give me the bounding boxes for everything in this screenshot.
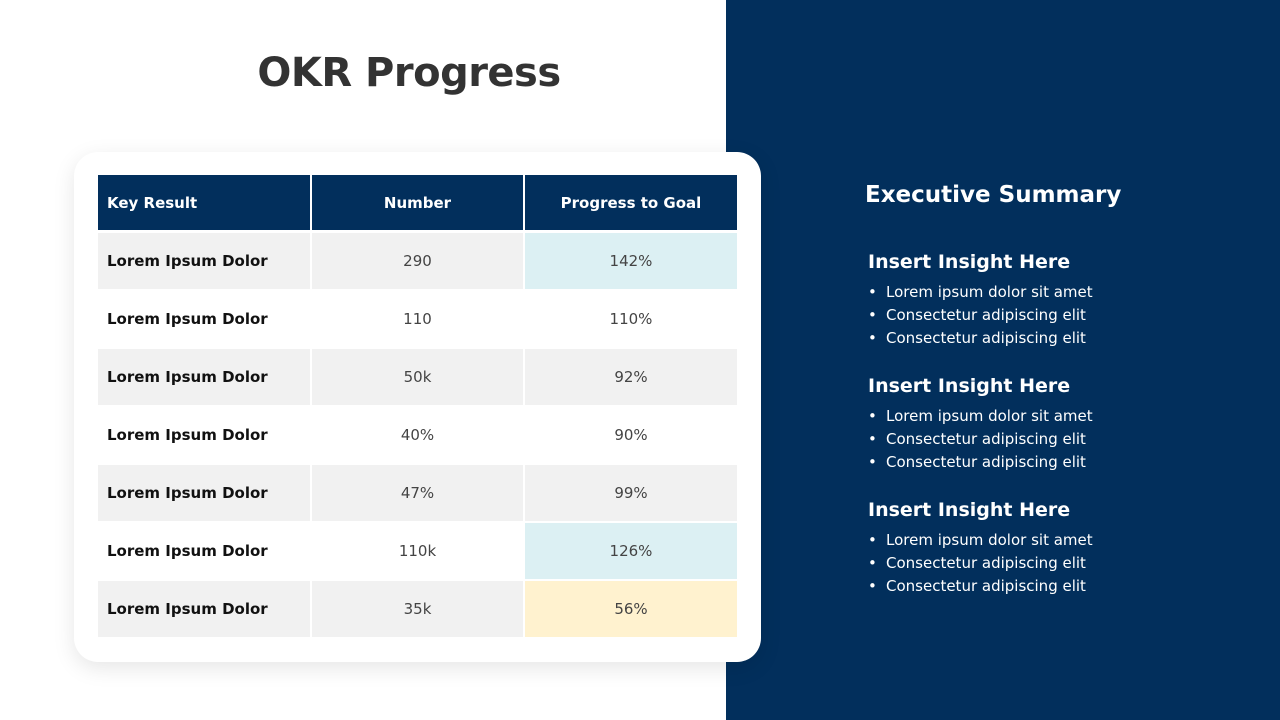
- bullet-icon: •: [868, 554, 877, 572]
- insight-bullet: • Consectetur adipiscing elit: [868, 304, 1248, 327]
- insight-bullet: • Lorem ipsum dolor sit amet: [868, 405, 1248, 428]
- header-progress-to-goal: Progress to Goal: [524, 175, 737, 233]
- number-cell: 110: [311, 290, 525, 349]
- table-row: Lorem Ipsum Dolor 35k 56%: [98, 580, 737, 639]
- bullet-icon: •: [868, 531, 877, 549]
- insight-bullet: • Consectetur adipiscing elit: [868, 575, 1248, 598]
- progress-cell: 126%: [524, 522, 737, 581]
- bullet-icon: •: [868, 306, 877, 324]
- table-header-row: Key Result Number Progress to Goal: [98, 175, 737, 233]
- insight-heading: Insert Insight Here: [868, 375, 1071, 397]
- header-key-result: Key Result: [98, 175, 312, 233]
- number-cell: 110k: [311, 522, 525, 581]
- progress-cell: 90%: [524, 406, 737, 465]
- insight-block: Insert Insight Here • Lorem ipsum dolor s…: [868, 251, 1248, 350]
- key-result-cell: Lorem Ipsum Dolor: [98, 231, 312, 291]
- key-result-cell: Lorem Ipsum Dolor: [98, 290, 312, 349]
- insight-bullet: • Consectetur adipiscing elit: [868, 552, 1248, 575]
- table-row: Lorem Ipsum Dolor 47% 99%: [98, 464, 737, 523]
- insight-bullet: • Consectetur adipiscing elit: [868, 327, 1248, 350]
- insight-bullet-list: • Lorem ipsum dolor sit amet • Consectetur…: [868, 281, 1248, 350]
- insight-bullet-text: Consectetur adipiscing elit: [886, 430, 1086, 448]
- key-result-cell: Lorem Ipsum Dolor: [98, 406, 312, 465]
- insight-bullet: • Consectetur adipiscing elit: [868, 451, 1248, 474]
- insight-bullet-text: Lorem ipsum dolor sit amet: [886, 407, 1093, 425]
- executive-summary-title: Executive Summary: [865, 182, 1122, 208]
- key-result-cell: Lorem Ipsum Dolor: [98, 348, 312, 407]
- header-number: Number: [311, 175, 525, 233]
- key-result-cell: Lorem Ipsum Dolor: [98, 580, 312, 639]
- insight-bullet-text: Lorem ipsum dolor sit amet: [886, 283, 1093, 301]
- insight-bullet: • Consectetur adipiscing elit: [868, 428, 1248, 451]
- insight-bullet-list: • Lorem ipsum dolor sit amet • Consectetur…: [868, 529, 1248, 598]
- table-row: Lorem Ipsum Dolor 290 142%: [98, 231, 737, 291]
- insight-bullet: • Lorem ipsum dolor sit amet: [868, 529, 1248, 552]
- table-card: Key Result Number Progress to Goal Lorem…: [74, 152, 761, 662]
- insight-bullet-text: Consectetur adipiscing elit: [886, 453, 1086, 471]
- table-row: Lorem Ipsum Dolor 50k 92%: [98, 348, 737, 407]
- table-row: Lorem Ipsum Dolor 110k 126%: [98, 522, 737, 581]
- insight-block: Insert Insight Here • Lorem ipsum dolor s…: [868, 375, 1248, 474]
- insight-bullet-text: Consectetur adipiscing elit: [886, 554, 1086, 572]
- key-result-cell: Lorem Ipsum Dolor: [98, 522, 312, 581]
- number-cell: 40%: [311, 406, 525, 465]
- number-cell: 50k: [311, 348, 525, 407]
- number-cell: 290: [311, 231, 525, 291]
- table-row: Lorem Ipsum Dolor 40% 90%: [98, 406, 737, 465]
- table-row: Lorem Ipsum Dolor 110 110%: [98, 290, 737, 349]
- insight-bullet-list: • Lorem ipsum dolor sit amet • Consectetur…: [868, 405, 1248, 474]
- bullet-icon: •: [868, 430, 877, 448]
- bullet-icon: •: [868, 453, 877, 471]
- insight-bullet-text: Consectetur adipiscing elit: [886, 306, 1086, 324]
- insight-heading: Insert Insight Here: [868, 499, 1071, 521]
- right-panel: [726, 0, 1280, 720]
- progress-cell: 56%: [524, 580, 737, 639]
- number-cell: 35k: [311, 580, 525, 639]
- insight-heading: Insert Insight Here: [868, 251, 1071, 273]
- bullet-icon: •: [868, 329, 877, 347]
- insight-bullet-text: Consectetur adipiscing elit: [886, 329, 1086, 347]
- bullet-icon: •: [868, 407, 877, 425]
- progress-cell: 110%: [524, 290, 737, 349]
- bullet-icon: •: [868, 283, 877, 301]
- bullet-icon: •: [868, 577, 877, 595]
- page-title: OKR Progress: [257, 50, 561, 96]
- number-cell: 47%: [311, 464, 525, 523]
- progress-cell: 99%: [524, 464, 737, 523]
- key-result-cell: Lorem Ipsum Dolor: [98, 464, 312, 523]
- okr-table: Key Result Number Progress to Goal Lorem…: [98, 175, 737, 639]
- insight-bullet: • Lorem ipsum dolor sit amet: [868, 281, 1248, 304]
- progress-cell: 142%: [524, 231, 737, 291]
- progress-cell: 92%: [524, 348, 737, 407]
- insight-bullet-text: Consectetur adipiscing elit: [886, 577, 1086, 595]
- insight-bullet-text: Lorem ipsum dolor sit amet: [886, 531, 1093, 549]
- insight-block: Insert Insight Here • Lorem ipsum dolor s…: [868, 499, 1248, 598]
